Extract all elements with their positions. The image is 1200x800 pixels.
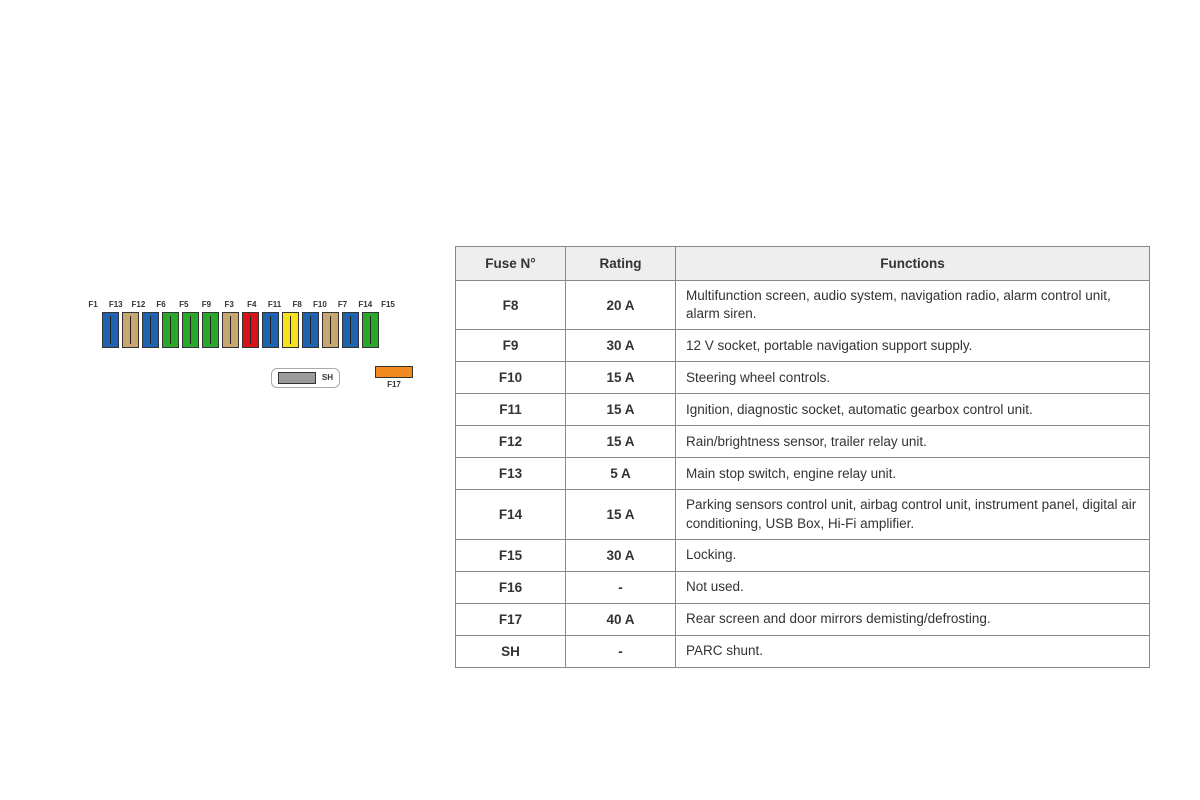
cell-function: Rear screen and door mirrors demisting/d… [676, 603, 1150, 635]
cell-rating: 30 A [566, 539, 676, 571]
fuse-label: F12 [128, 300, 148, 309]
fuse-block-icon [222, 312, 239, 348]
fuse-block-icon [342, 312, 359, 348]
cell-function: 12 V socket, portable navigation support… [676, 330, 1150, 362]
cell-function: Not used. [676, 571, 1150, 603]
cell-function: Steering wheel controls. [676, 362, 1150, 394]
fuse-label: F5 [174, 300, 194, 309]
table-row: F1215 ARain/brightness sensor, trailer r… [456, 426, 1150, 458]
cell-fuse-no: F15 [456, 539, 566, 571]
cell-function: Multifunction screen, audio system, navi… [676, 281, 1150, 330]
cell-rating: 40 A [566, 603, 676, 635]
table-row: F1530 ALocking. [456, 539, 1150, 571]
fuse-label: F15 [378, 300, 398, 309]
cell-function: Rain/brightness sensor, trailer relay un… [676, 426, 1150, 458]
cell-rating: 15 A [566, 362, 676, 394]
table-row: SH-PARC shunt. [456, 635, 1150, 667]
sh-label: SH [322, 373, 333, 382]
col-functions: Functions [676, 247, 1150, 281]
fuse-row: F1F13F12F6F5F9F3F4F11F8F10F7F14F15 [68, 300, 413, 348]
cell-fuse-no: F10 [456, 362, 566, 394]
cell-function: Ignition, diagnostic socket, automatic g… [676, 394, 1150, 426]
fuse-block-icon [122, 312, 139, 348]
fuse-table-area: Fuse N° Rating Functions F820 AMultifunc… [455, 246, 1150, 668]
fuse-label: F3 [219, 300, 239, 309]
cell-function: PARC shunt. [676, 635, 1150, 667]
fuse-block-icon [182, 312, 199, 348]
cell-function: Main stop switch, engine relay unit. [676, 458, 1150, 490]
col-fuse: Fuse N° [456, 247, 566, 281]
table-row: F16-Not used. [456, 571, 1150, 603]
cell-rating: 5 A [566, 458, 676, 490]
cell-fuse-no: F12 [456, 426, 566, 458]
fuse-label: F10 [310, 300, 330, 309]
f17-group: F17 [375, 366, 413, 389]
table-row: F1740 ARear screen and door mirrors demi… [456, 603, 1150, 635]
fuse-block-icon [302, 312, 319, 348]
fuse-block-icon [202, 312, 219, 348]
fuse-label: F1 [83, 300, 103, 309]
fuse-label: F11 [265, 300, 285, 309]
cell-fuse-no: F16 [456, 571, 566, 603]
cell-rating: 30 A [566, 330, 676, 362]
fuse-block-icon [242, 312, 259, 348]
table-row: F135 AMain stop switch, engine relay uni… [456, 458, 1150, 490]
col-rating: Rating [566, 247, 676, 281]
fuse-block-icon [162, 312, 179, 348]
fuse-diagram: F1F13F12F6F5F9F3F4F11F8F10F7F14F15 SH F1… [68, 300, 413, 389]
table-row: F820 AMultifunction screen, audio system… [456, 281, 1150, 330]
cell-rating: 15 A [566, 394, 676, 426]
fuse-label: F8 [287, 300, 307, 309]
diagram-bottom-row: SH F17 [68, 366, 413, 389]
cell-fuse-no: F14 [456, 490, 566, 539]
fuse-block-icon [322, 312, 339, 348]
fuse-block-icon [282, 312, 299, 348]
fuse-label: F7 [333, 300, 353, 309]
cell-rating: 15 A [566, 490, 676, 539]
fuse-label: F9 [196, 300, 216, 309]
table-row: F930 A12 V socket, portable navigation s… [456, 330, 1150, 362]
cell-fuse-no: F17 [456, 603, 566, 635]
fuse-label: F13 [106, 300, 126, 309]
f17-label: F17 [387, 380, 401, 389]
fuse-label: F4 [242, 300, 262, 309]
sh-fuse-icon [278, 372, 316, 384]
cell-fuse-no: F11 [456, 394, 566, 426]
fuse-block-icon [262, 312, 279, 348]
cell-fuse-no: F13 [456, 458, 566, 490]
fuse-table: Fuse N° Rating Functions F820 AMultifunc… [455, 246, 1150, 668]
fuse-block-icon [362, 312, 379, 348]
table-row: F1115 AIgnition, diagnostic socket, auto… [456, 394, 1150, 426]
fuse-label: F14 [355, 300, 375, 309]
fuse-block-icon [102, 312, 119, 348]
cell-rating: 15 A [566, 426, 676, 458]
fuse-label: F6 [151, 300, 171, 309]
table-row: F1415 AParking sensors control unit, air… [456, 490, 1150, 539]
cell-rating: - [566, 635, 676, 667]
cell-fuse-no: F9 [456, 330, 566, 362]
cell-rating: 20 A [566, 281, 676, 330]
table-header-row: Fuse N° Rating Functions [456, 247, 1150, 281]
cell-fuse-no: SH [456, 635, 566, 667]
table-row: F1015 ASteering wheel controls. [456, 362, 1150, 394]
cell-fuse-no: F8 [456, 281, 566, 330]
cell-function: Parking sensors control unit, airbag con… [676, 490, 1150, 539]
f17-fuse-icon [375, 366, 413, 378]
sh-box: SH [271, 368, 340, 388]
fuse-block-icon [142, 312, 159, 348]
cell-function: Locking. [676, 539, 1150, 571]
cell-rating: - [566, 571, 676, 603]
